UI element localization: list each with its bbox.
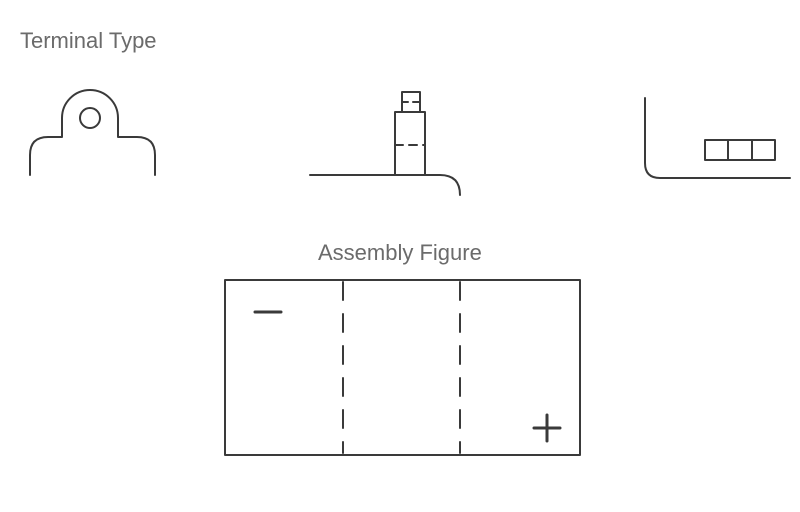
diagram-canvas bbox=[0, 0, 800, 512]
assembly-figure-diagram bbox=[225, 280, 580, 455]
terminal-lug-icon bbox=[30, 90, 155, 175]
terminal-post-icon bbox=[310, 92, 460, 195]
terminal-slot-icon bbox=[645, 98, 790, 178]
plus-icon bbox=[534, 415, 560, 441]
